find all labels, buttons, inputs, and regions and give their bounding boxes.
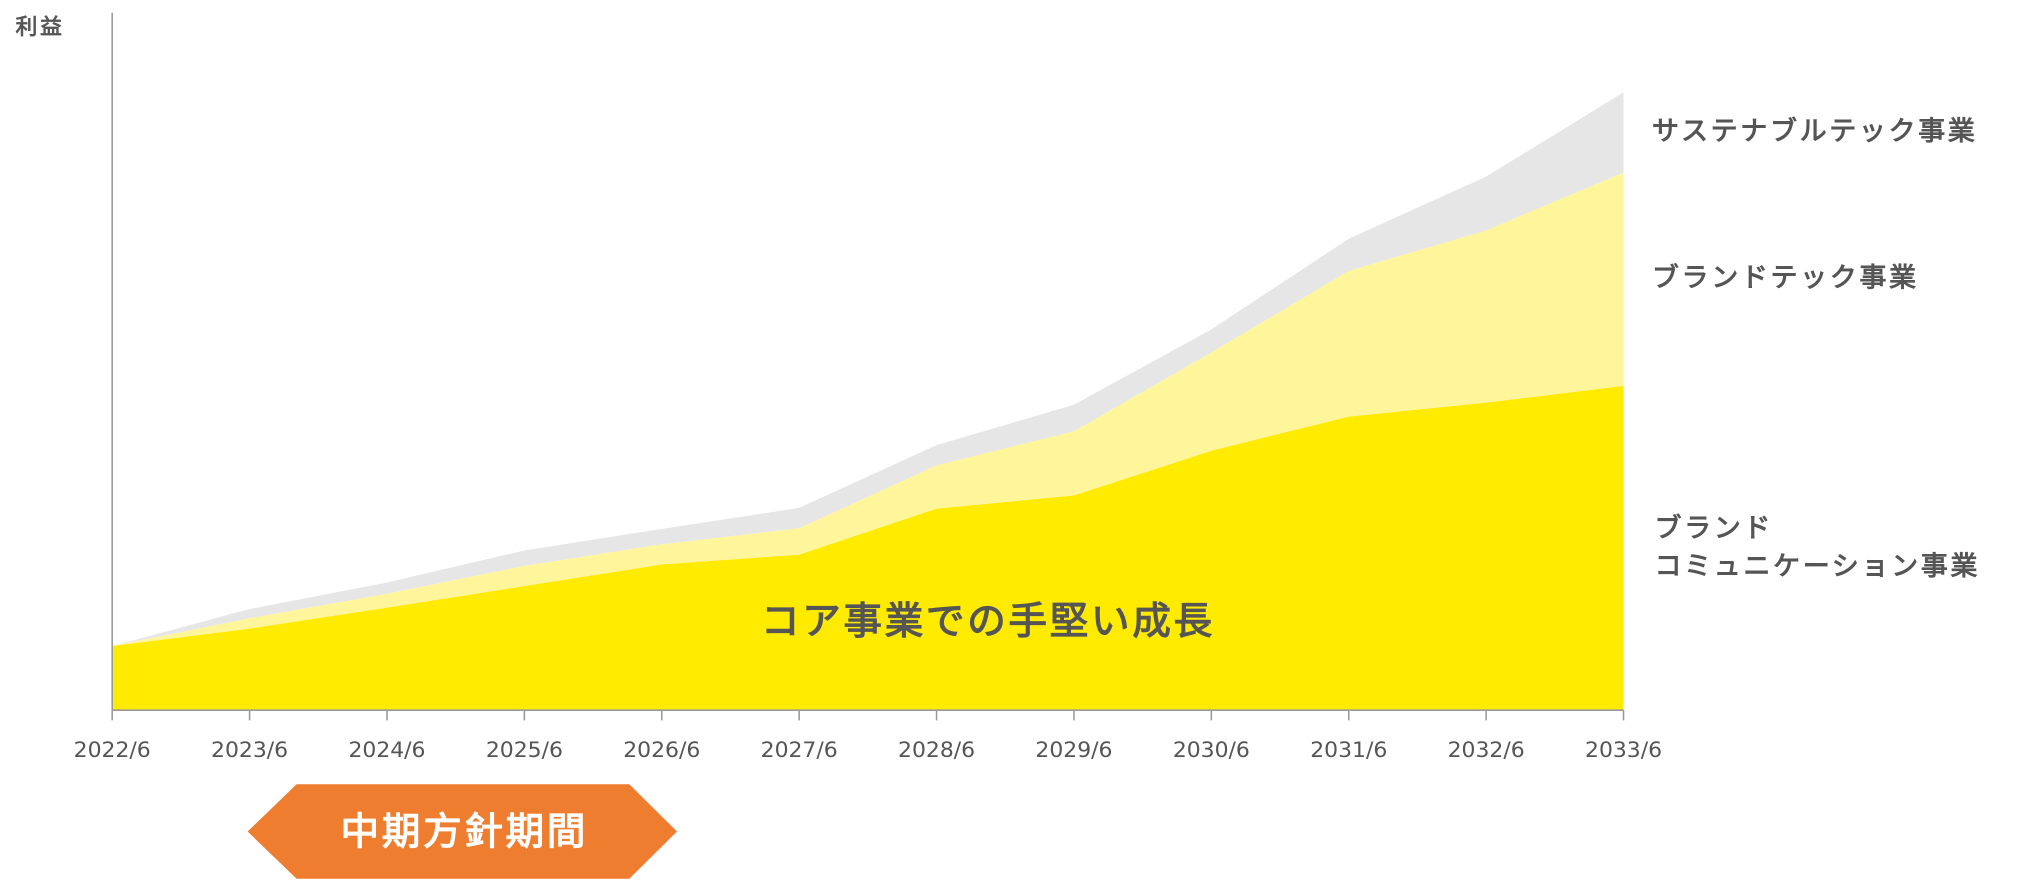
x-tick-label: 2027/6 (761, 738, 838, 763)
annotation: コア事業での手堅い成長 (761, 599, 1215, 644)
x-tick-label: 2024/6 (348, 738, 425, 763)
series-label: ブランドコミュニケーション事業 (1654, 511, 1980, 581)
period-arrow (247, 784, 678, 879)
period-label: 中期方針期間 (340, 810, 588, 855)
x-tick-label: 2022/6 (74, 738, 151, 763)
x-tick-label: 2023/6 (211, 738, 288, 763)
x-tick-label: 2026/6 (623, 738, 700, 763)
x-tick-label: 2028/6 (898, 738, 975, 763)
series-label: サステナブルテック事業 (1652, 115, 1978, 147)
x-tick-label: 2032/6 (1448, 738, 1525, 763)
x-tick-label: 2029/6 (1035, 738, 1112, 763)
area (112, 172, 1624, 647)
area (112, 385, 1624, 711)
y-axis-label: 利益 (15, 14, 64, 40)
x-tick-label: 2030/6 (1173, 738, 1250, 763)
series-label: ブランドテック事業 (1652, 262, 1919, 294)
x-tick-label: 2033/6 (1585, 738, 1662, 763)
x-tick-label: 2025/6 (486, 738, 563, 763)
x-tick-label: 2031/6 (1310, 738, 1387, 763)
